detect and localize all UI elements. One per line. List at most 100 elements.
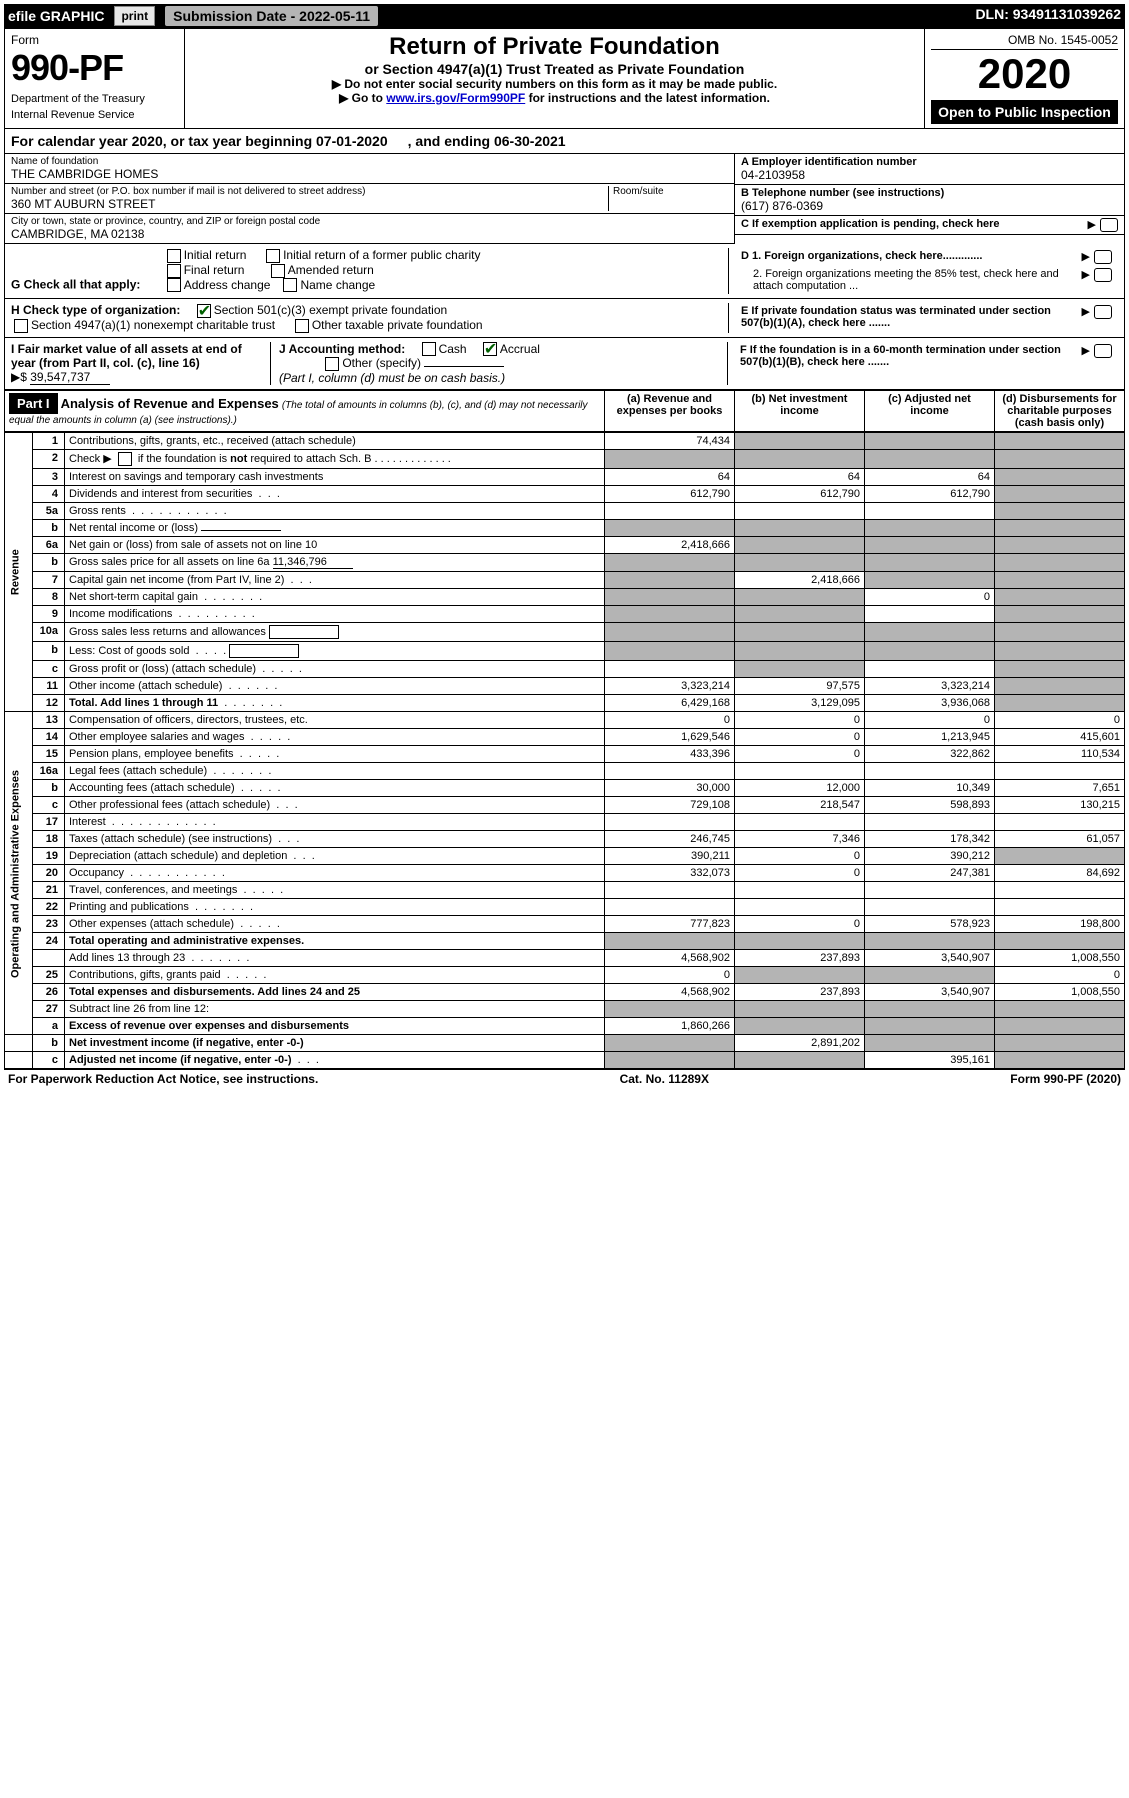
table-row: 16aLegal fees (attach schedule) . . . . … (5, 763, 1125, 780)
open-to-public: Open to Public Inspection (931, 100, 1118, 124)
table-row: 5aGross rents . . . . . . . . . . . (5, 503, 1125, 520)
amended-return-checkbox[interactable] (271, 264, 285, 278)
goto-note-pre: ▶ Go to (339, 91, 386, 105)
omb-number: OMB No. 1545-0052 (931, 33, 1118, 50)
initial-return-label: Initial return (184, 248, 247, 262)
col-a-header: (a) Revenue and expenses per books (605, 391, 735, 432)
schb-checkbox[interactable] (118, 452, 132, 466)
other-method-field[interactable] (424, 366, 504, 367)
table-row: 9Income modifications . . . . . . . . . (5, 606, 1125, 623)
accrual-label: Accrual (500, 342, 540, 356)
table-row: cGross profit or (loss) (attach schedule… (5, 661, 1125, 678)
other-taxable-checkbox[interactable] (295, 319, 309, 333)
4947-label: Section 4947(a)(1) nonexempt charitable … (31, 318, 275, 332)
phone-value: (617) 876-0369 (741, 199, 1118, 213)
print-button[interactable]: print (114, 6, 155, 26)
section-h-e: H Check type of organization: Section 50… (4, 299, 1125, 338)
arrow-icon: ▶ (1082, 250, 1090, 263)
table-row: 4Dividends and interest from securities … (5, 486, 1125, 503)
other-method-label: Other (specify) (342, 356, 421, 370)
f-label: F If the foundation is in a 60-month ter… (740, 344, 1061, 368)
form-number: 990-PF (11, 47, 178, 89)
address-change-label: Address change (184, 278, 271, 292)
501c3-checkbox[interactable] (197, 304, 211, 318)
cash-checkbox[interactable] (422, 342, 436, 356)
table-row: 19Depreciation (attach schedule) and dep… (5, 848, 1125, 865)
e-label: E If private foundation status was termi… (741, 305, 1051, 329)
col-d-header: (d) Disbursements for charitable purpose… (995, 391, 1125, 432)
cat-number: Cat. No. 11289X (620, 1072, 709, 1086)
revenue-table: Revenue 1Contributions, gifts, grants, e… (4, 432, 1125, 1069)
name-label: Name of foundation (11, 156, 728, 167)
addr-label: Number and street (or P.O. box number if… (11, 186, 608, 197)
col-b-header: (b) Net investment income (735, 391, 865, 432)
form-header: Form 990-PF Department of the Treasury I… (4, 28, 1125, 129)
d1-label: D 1. Foreign organizations, check here..… (741, 250, 982, 262)
part1-badge: Part I (9, 393, 58, 414)
table-row: 7Capital gain net income (from Part IV, … (5, 572, 1125, 589)
table-row: 20Occupancy . . . . . . . . . . .332,073… (5, 865, 1125, 882)
j-label: J Accounting method: (279, 342, 405, 356)
form-label-footer: Form 990-PF (2020) (1010, 1072, 1121, 1086)
other-taxable-label: Other taxable private foundation (312, 318, 483, 332)
section-g-d: G Check all that apply: Initial return I… (4, 244, 1125, 299)
d1-checkbox[interactable] (1094, 250, 1112, 264)
irs-label: Internal Revenue Service (11, 109, 178, 121)
initial-return-checkbox[interactable] (167, 249, 181, 263)
foundation-name: THE CAMBRIDGE HOMES (11, 167, 728, 181)
part1-header-table: Part I Analysis of Revenue and Expenses … (4, 390, 1125, 432)
exemption-checkbox[interactable] (1100, 218, 1118, 232)
name-change-label: Name change (300, 278, 375, 292)
table-row: 26Total expenses and disbursements. Add … (5, 984, 1125, 1001)
table-row: 23Other expenses (attach schedule) . . .… (5, 916, 1125, 933)
table-row: 12Total. Add lines 1 through 11 . . . . … (5, 695, 1125, 712)
form-title: Return of Private Foundation (193, 33, 916, 61)
calendar-year-row: For calendar year 2020, or tax year begi… (4, 129, 1125, 154)
tax-year: 2020 (931, 50, 1118, 98)
g-label: G Check all that apply: (11, 278, 140, 292)
fmv-value: 39,547,737 (30, 370, 110, 385)
other-method-checkbox[interactable] (325, 357, 339, 371)
table-row: bLess: Cost of goods sold . . . . (5, 642, 1125, 661)
d2-label: 2. Foreign organizations meeting the 85%… (741, 268, 1082, 292)
f-checkbox[interactable] (1094, 344, 1112, 358)
table-row: 15Pension plans, employee benefits . . .… (5, 746, 1125, 763)
paperwork-notice: For Paperwork Reduction Act Notice, see … (8, 1072, 318, 1086)
arrow-icon: ▶ (1082, 305, 1090, 318)
table-row: 10aGross sales less returns and allowanc… (5, 623, 1125, 642)
amended-return-label: Amended return (288, 263, 374, 277)
4947-checkbox[interactable] (14, 319, 28, 333)
ssn-note: ▶ Do not enter social security numbers o… (193, 77, 916, 91)
part1-title: Analysis of Revenue and Expenses (61, 396, 279, 411)
h-label: H Check type of organization: (11, 303, 180, 317)
d2-checkbox[interactable] (1094, 268, 1112, 282)
table-row: 24Total operating and administrative exp… (5, 933, 1125, 950)
table-row: 27Subtract line 26 from line 12: (5, 1001, 1125, 1018)
j-note: (Part I, column (d) must be on cash basi… (279, 371, 505, 385)
i-label: I Fair market value of all assets at end… (11, 342, 242, 370)
city-label: City or town, state or province, country… (11, 216, 728, 227)
table-row: 6aNet gain or (loss) from sale of assets… (5, 537, 1125, 554)
line6a-sales-value: 11,346,796 (273, 556, 353, 569)
efile-top-bar: efile GRAPHIC print Submission Date - 20… (4, 4, 1125, 28)
arrow-icon: ▶ (1088, 218, 1096, 231)
e-checkbox[interactable] (1094, 305, 1112, 319)
phone-label: B Telephone number (see instructions) (741, 187, 1118, 199)
final-return-label: Final return (184, 263, 245, 277)
entity-info-block: Name of foundation THE CAMBRIDGE HOMES N… (4, 154, 1125, 244)
table-row: bNet investment income (if negative, ent… (5, 1035, 1125, 1052)
form-subtitle: or Section 4947(a)(1) Trust Treated as P… (193, 61, 916, 77)
submission-date: Submission Date - 2022-05-11 (165, 6, 378, 26)
expenses-side-label: Operating and Administrative Expenses (5, 712, 33, 1035)
address-change-checkbox[interactable] (167, 278, 181, 292)
name-change-checkbox[interactable] (283, 278, 297, 292)
efile-label: efile GRAPHIC (8, 8, 104, 24)
table-row: aExcess of revenue over expenses and dis… (5, 1018, 1125, 1035)
accrual-checkbox[interactable] (483, 342, 497, 356)
room-label: Room/suite (613, 186, 728, 197)
initial-former-checkbox[interactable] (266, 249, 280, 263)
revenue-side-label: Revenue (5, 433, 33, 712)
table-row: bAccounting fees (attach schedule) . . .… (5, 780, 1125, 797)
final-return-checkbox[interactable] (167, 264, 181, 278)
irs-form-link[interactable]: www.irs.gov/Form990PF (386, 91, 525, 105)
